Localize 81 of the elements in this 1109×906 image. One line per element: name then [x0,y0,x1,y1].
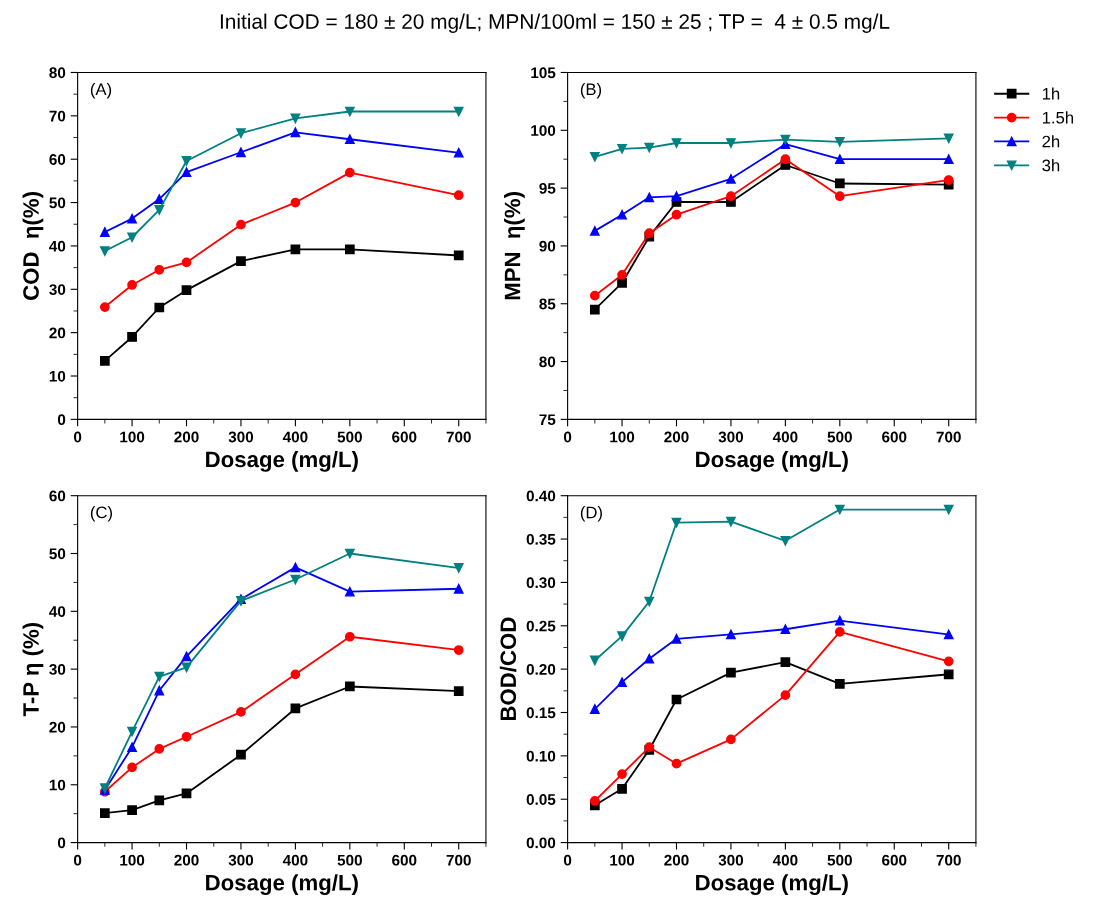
x-tick-label: 700 [936,854,961,866]
x-tick-label: 500 [337,854,362,866]
y-tick-label: 0.25 [526,620,556,632]
legend-label: 3h [1042,159,1060,172]
x-tick-label: 300 [718,431,744,443]
x-tick-label: 500 [337,431,362,443]
x-tick-label: 400 [282,854,308,866]
y-tick-label: 80 [539,356,556,368]
y-tick-label: 0.10 [526,750,556,762]
annotation: (C) [90,506,112,522]
y-tick-label: 0.20 [526,664,556,675]
y-tick-label: 95 [539,182,556,194]
y-axis-title: T-P η (%) [22,622,44,717]
x-tick-label: 0 [563,431,572,443]
y-tick-label: 60 [49,154,66,165]
y-tick-label: 50 [49,197,66,209]
x-tick-label: 200 [174,854,199,866]
x-tick-label: 500 [827,854,852,866]
x-axis-title: Dosage (mg/L) [696,874,848,895]
legend-label: 1.5h [1042,111,1074,124]
y-tick-label: 20 [49,327,66,339]
y-axis-title: MPN η(%) [504,192,525,300]
annotation: (B) [580,82,602,99]
x-tick-label: 600 [392,431,417,443]
y-tick-label: 30 [49,664,66,675]
x-tick-label: 600 [882,431,907,443]
legend-label: 1h [1042,87,1060,100]
x-tick-label: 100 [120,431,145,443]
x-tick-label: 0 [73,854,82,866]
annotation: (D) [580,506,602,522]
y-tick-label: 0 [57,414,66,426]
x-tick-label: 200 [664,431,689,443]
y-axis-title: COD η(%) [22,192,44,300]
y-tick-label: 20 [49,721,66,733]
y-tick-label: 40 [49,240,66,252]
y-tick-label: 0.15 [526,707,556,719]
x-tick-label: 100 [610,431,635,443]
annotation: (A) [90,82,112,99]
x-tick-label: 300 [228,431,254,443]
x-axis-title: Dosage (mg/L) [696,450,848,472]
y-tick-label: 0 [57,837,66,849]
x-tick-label: 600 [392,854,417,866]
y-tick-label: 70 [49,110,66,122]
legend-label: 2h [1042,135,1060,148]
x-tick-label: 100 [120,854,145,866]
x-tick-label: 0 [563,854,572,866]
y-tick-label: 10 [49,370,66,382]
y-tick-label: 75 [539,414,556,426]
y-tick-label: 60 [49,490,66,502]
x-tick-label: 300 [718,854,744,866]
x-tick-label: 0 [73,431,82,443]
x-tick-label: 700 [446,854,471,866]
y-tick-label: 85 [539,298,556,310]
y-tick-label: 105 [531,67,556,79]
y-tick-label: 0.40 [526,490,556,502]
x-axis-title: Dosage (mg/L) [206,874,358,895]
y-axis-title: BOD/COD [499,617,517,721]
x-tick-label: 300 [228,854,254,866]
x-tick-label: 400 [772,431,798,443]
y-tick-label: 100 [531,125,556,136]
y-tick-label: 0.00 [526,837,556,849]
y-tick-label: 0.30 [526,577,556,589]
y-tick-label: 0.05 [526,794,556,805]
y-tick-label: 10 [49,779,66,791]
x-tick-label: 200 [174,431,199,443]
y-tick-label: 90 [539,240,556,252]
y-tick-label: 30 [49,284,66,295]
x-tick-label: 700 [936,431,961,443]
x-tick-label: 100 [610,854,635,866]
x-tick-label: 600 [882,854,907,866]
x-tick-label: 500 [827,431,852,443]
text: Initial COD = 180 ± 20 mg/L; MPN/100ml = 150 ± 25 ; TP = 4 ± 0.5 mg/L [220,13,890,34]
x-axis-title: Dosage (mg/L) [206,450,358,472]
y-tick-label: 0.35 [526,533,556,545]
y-tick-label: 40 [49,606,66,617]
y-tick-label: 80 [49,67,66,79]
x-tick-label: 200 [664,854,689,866]
y-tick-label: 50 [49,548,66,560]
x-tick-label: 400 [772,854,798,866]
x-tick-label: 400 [282,431,308,443]
x-tick-label: 700 [446,431,471,443]
